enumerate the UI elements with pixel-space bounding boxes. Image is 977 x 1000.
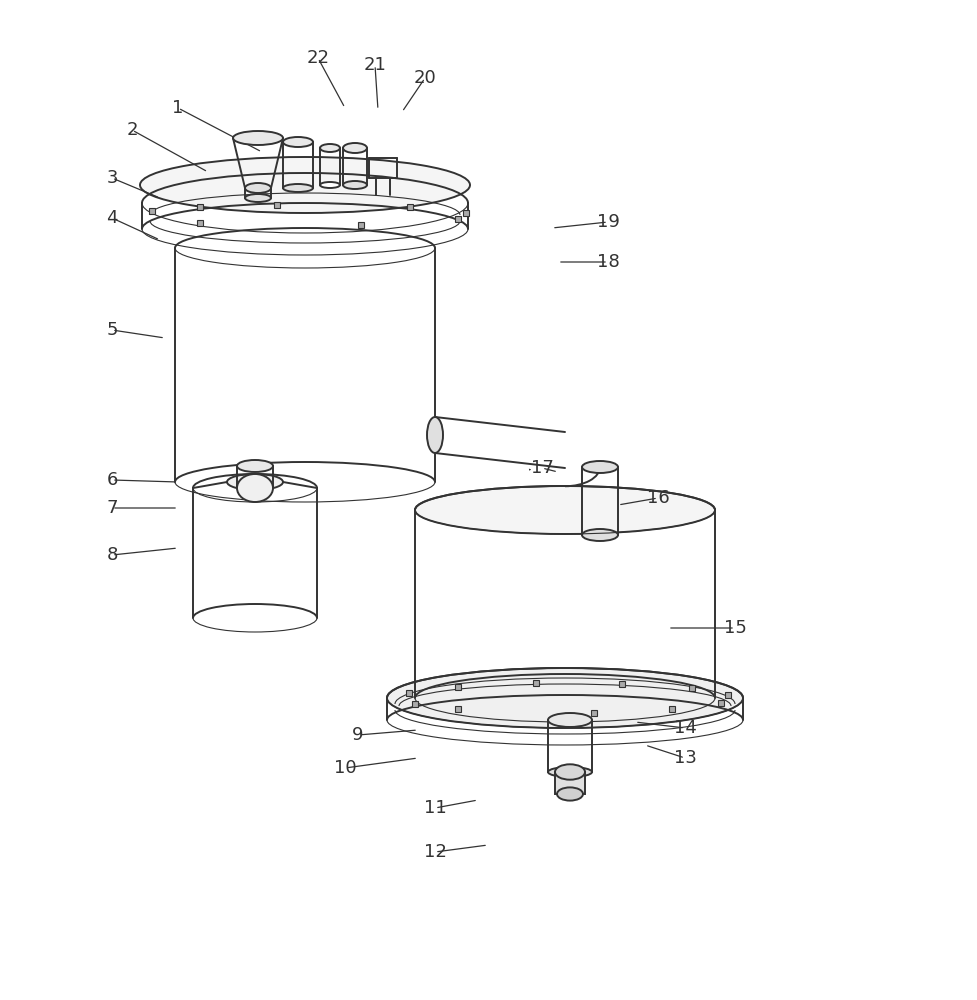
Text: 17: 17 (530, 459, 553, 477)
Bar (455, 684, 461, 690)
Ellipse shape (245, 183, 271, 193)
Text: 8: 8 (106, 546, 117, 564)
Ellipse shape (557, 787, 582, 801)
Text: 14: 14 (673, 719, 696, 737)
Ellipse shape (233, 131, 282, 145)
Bar (668, 706, 674, 712)
Ellipse shape (343, 181, 366, 189)
Bar (274, 202, 279, 208)
Ellipse shape (414, 486, 714, 534)
Ellipse shape (581, 461, 617, 473)
Bar (462, 210, 468, 216)
Text: 6: 6 (106, 471, 117, 489)
Text: 18: 18 (596, 253, 618, 271)
Ellipse shape (282, 184, 313, 192)
Bar (689, 685, 695, 691)
Bar (197, 204, 203, 210)
Bar (197, 220, 203, 226)
Ellipse shape (427, 417, 443, 453)
Bar (455, 706, 461, 712)
Ellipse shape (554, 764, 584, 780)
Bar (725, 692, 731, 698)
Text: 2: 2 (126, 121, 138, 139)
Text: 12: 12 (423, 843, 446, 861)
Bar (717, 700, 723, 706)
Bar (532, 680, 538, 686)
Ellipse shape (236, 460, 273, 472)
Text: 22: 22 (306, 49, 329, 67)
Ellipse shape (319, 144, 340, 152)
Text: 7: 7 (106, 499, 117, 517)
Text: 15: 15 (723, 619, 745, 637)
Bar (618, 681, 624, 687)
Ellipse shape (319, 182, 340, 188)
Ellipse shape (140, 157, 470, 213)
Bar (405, 690, 411, 696)
Bar (411, 701, 417, 707)
Ellipse shape (581, 529, 617, 541)
Ellipse shape (547, 767, 591, 777)
Text: 11: 11 (423, 799, 446, 817)
Bar (358, 222, 363, 228)
Ellipse shape (236, 474, 273, 502)
Text: 13: 13 (673, 749, 696, 767)
Ellipse shape (387, 668, 743, 728)
Text: 10: 10 (333, 759, 356, 777)
Ellipse shape (227, 474, 282, 490)
Text: 1: 1 (172, 99, 184, 117)
Text: 20: 20 (413, 69, 436, 87)
Bar (406, 204, 412, 210)
Bar (454, 216, 461, 222)
Text: 21: 21 (363, 56, 386, 74)
Text: 5: 5 (106, 321, 117, 339)
Text: 19: 19 (596, 213, 618, 231)
Text: 4: 4 (106, 209, 117, 227)
Bar (149, 208, 154, 214)
Ellipse shape (547, 713, 591, 727)
Ellipse shape (282, 137, 313, 147)
Text: 16: 16 (646, 489, 668, 507)
Bar (590, 710, 596, 716)
Ellipse shape (245, 194, 271, 202)
Text: 9: 9 (352, 726, 363, 744)
Bar (554, 772, 584, 794)
Ellipse shape (343, 143, 366, 153)
Text: 3: 3 (106, 169, 117, 187)
